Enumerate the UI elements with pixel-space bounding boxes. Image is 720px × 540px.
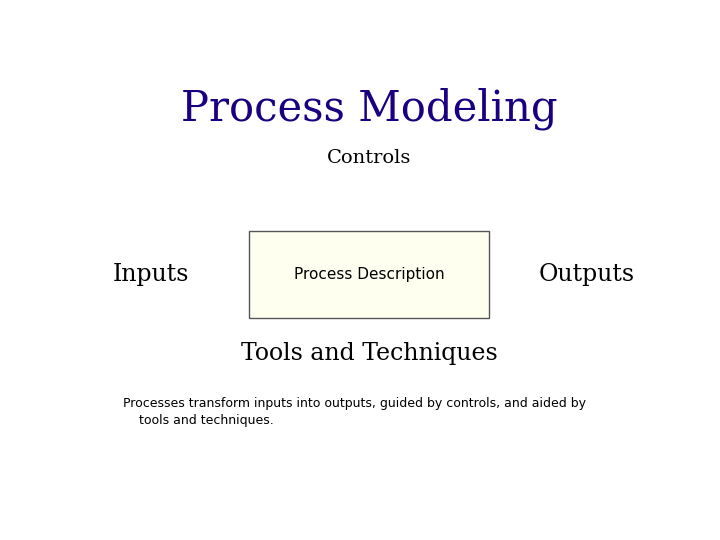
Text: Inputs: Inputs <box>113 264 189 286</box>
Text: Tools and Techniques: Tools and Techniques <box>240 342 498 365</box>
Text: Process Description: Process Description <box>294 267 444 282</box>
Text: tools and techniques.: tools and techniques. <box>124 414 274 427</box>
Text: Outputs: Outputs <box>539 264 635 286</box>
Text: Controls: Controls <box>327 150 411 167</box>
FancyBboxPatch shape <box>249 231 489 319</box>
Text: Processes transform inputs into outputs, guided by controls, and aided by: Processes transform inputs into outputs,… <box>124 397 587 410</box>
Text: Process Modeling: Process Modeling <box>181 87 557 130</box>
